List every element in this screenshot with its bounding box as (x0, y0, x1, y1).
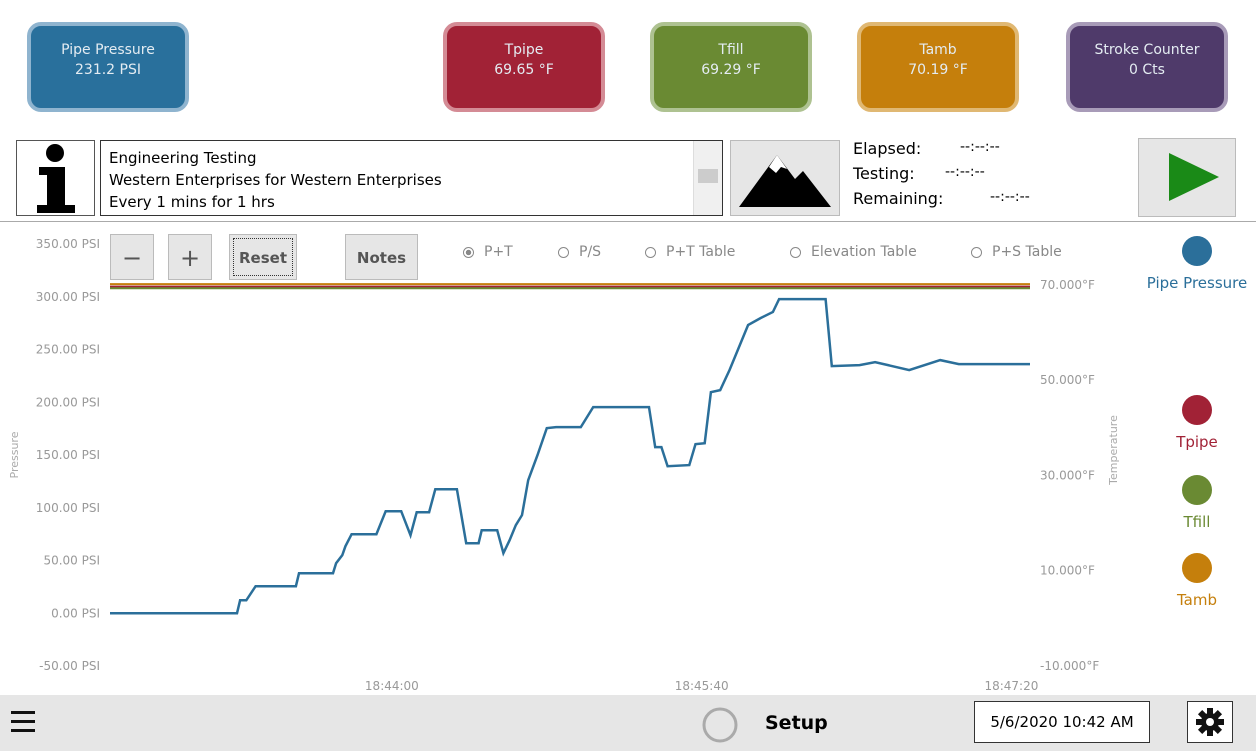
mode-label: Setup (765, 712, 828, 734)
legend-swatch (1182, 236, 1212, 266)
info-icon (37, 144, 75, 213)
tile-reading: 231.2 PSI (75, 62, 141, 78)
start-button[interactable] (1138, 138, 1236, 217)
y2-tick-label: 30.000°F (1040, 468, 1095, 482)
chart: Pressure Temperature -50.00 PSI 0.00 PSI 5… (8, 236, 1247, 693)
menu-icon[interactable] (0, 695, 60, 751)
timer-value: --:--:-- (990, 189, 1030, 205)
tile-reading: 0 Cts (1129, 62, 1165, 78)
settings-button[interactable] (1187, 701, 1233, 743)
timer-label: Testing: (853, 164, 915, 183)
toolbar-button[interactable]: Notes (345, 234, 418, 280)
y-tick-label: 250.00 PSI (36, 343, 100, 357)
y2-tick-label: 70.000°F (1040, 278, 1095, 292)
view-option[interactable]: P+T Table (645, 244, 735, 260)
tile-reading: 70.19 °F (908, 62, 968, 78)
view-label: P+S Table (992, 244, 1062, 260)
y2-tick-label: 10.000°F (1040, 564, 1095, 578)
radio[interactable] (558, 246, 569, 258)
x-tick-label: 18:44:00 (365, 679, 419, 693)
radio[interactable] (645, 246, 656, 258)
tile-name: Stroke Counter (1094, 42, 1200, 58)
y-tick-label: 100.00 PSI (36, 501, 100, 515)
radio[interactable] (971, 246, 982, 258)
legend-label: Tamb (1176, 591, 1217, 609)
info-button[interactable] (16, 140, 95, 216)
view-option[interactable]: P/S (558, 244, 601, 260)
y2-tick-label: 50.000°F (1040, 373, 1095, 387)
divider (0, 221, 1256, 222)
sensor-tile[interactable]: Tfill 69.29 °F (650, 22, 812, 112)
info-line: Western Enterprises for Western Enterpri… (109, 171, 442, 189)
sensor-tile[interactable]: Tpipe 69.65 °F (443, 22, 605, 112)
y-tick-label: -50.00 PSI (39, 659, 100, 673)
timer-value: --:--:-- (960, 139, 1000, 155)
legend-label: Tfill (1183, 513, 1211, 531)
y-tick-label: 200.00 PSI (36, 395, 100, 409)
tile-name: Tfill (718, 42, 744, 58)
sensor-tile[interactable]: Pipe Pressure 231.2 PSI (27, 22, 189, 112)
datetime[interactable]: 5/6/2020 10:42 AM (974, 701, 1150, 743)
legend-swatch (1182, 553, 1212, 583)
view-label: Elevation Table (811, 244, 917, 260)
view-label: P+T (484, 244, 513, 260)
legend-label: Pipe Pressure (1147, 274, 1247, 292)
tile-name: Tamb (919, 42, 957, 58)
status-bar: Setup 5/6/2020 10:42 AM (0, 695, 1256, 751)
toolbar-button[interactable]: − (110, 234, 154, 280)
y-axis-title: Pressure (8, 431, 21, 478)
tile-name: Pipe Pressure (61, 42, 155, 58)
sensor-tile[interactable]: Tamb 70.19 °F (857, 22, 1019, 112)
tile-reading: 69.65 °F (494, 62, 554, 78)
y-tick-label: 50.00 PSI (43, 554, 100, 568)
scrollbar[interactable] (693, 141, 722, 215)
radio[interactable] (790, 246, 801, 258)
toolbar-button[interactable]: + (168, 234, 212, 280)
series-line (110, 297, 1030, 615)
elevation-button[interactable] (730, 140, 840, 216)
radio[interactable] (463, 246, 474, 258)
legend-label: Tpipe (1175, 433, 1218, 451)
timer-label: Elapsed: (853, 139, 922, 158)
tile-reading: 69.29 °F (701, 62, 761, 78)
gear-icon (1196, 708, 1224, 736)
y-tick-label: 0.00 PSI (51, 606, 100, 620)
toolbar-button[interactable]: Reset (229, 234, 297, 280)
timer-label: Remaining: (853, 189, 944, 208)
timer-value: --:--:-- (945, 164, 985, 180)
view-label: P/S (579, 244, 602, 260)
info-line: Every 1 mins for 1 hrs (109, 193, 275, 211)
legend-swatch (1182, 395, 1212, 425)
view-option[interactable]: P+T (463, 244, 513, 260)
legend-swatch (1182, 475, 1212, 505)
x-tick-label: 18:45:40 (675, 679, 729, 693)
y2-axis-title: Temperature (1107, 415, 1120, 486)
sensor-tile[interactable]: Stroke Counter 0 Cts (1066, 22, 1228, 112)
tile-name: Tpipe (504, 42, 544, 58)
status-indicator (702, 707, 738, 743)
y2-tick-label: -10.000°F (1040, 659, 1099, 673)
mountain-icon (739, 155, 831, 207)
info-box: Engineering Testing Western Enterprises … (100, 140, 723, 216)
y-tick-label: 150.00 PSI (36, 448, 100, 462)
play-icon (1169, 153, 1219, 201)
y-tick-label: 350.00 PSI (36, 237, 100, 251)
y-tick-label: 300.00 PSI (36, 290, 100, 304)
view-option[interactable]: P+S Table (971, 244, 1062, 260)
x-tick-label: 18:47:20 (984, 679, 1038, 693)
info-line: Engineering Testing (109, 149, 257, 167)
view-label: P+T Table (666, 244, 736, 260)
view-option[interactable]: Elevation Table (790, 244, 917, 260)
